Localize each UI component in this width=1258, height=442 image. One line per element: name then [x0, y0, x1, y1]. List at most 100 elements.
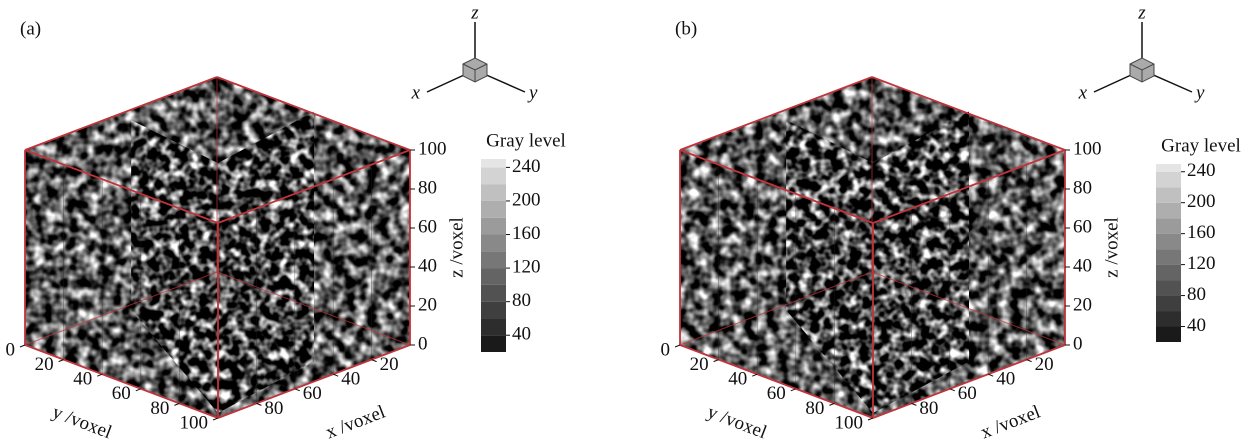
panel-label: (b) [675, 18, 697, 39]
colorbar-band [481, 335, 506, 352]
colorbar-band [1156, 164, 1181, 172]
cube-edge [679, 271, 873, 346]
colorbar-tick-label: 160 [512, 223, 541, 244]
cube-edge [24, 76, 218, 151]
colorbar-tick-label: 80 [512, 290, 531, 311]
colorbar-tick-label: 40 [1187, 315, 1206, 336]
triad-label: z [1137, 2, 1146, 23]
colorbar-band [481, 318, 506, 336]
y-tick-label: 60 [767, 383, 786, 404]
tick-mark [333, 373, 339, 377]
colorbar-tick-label: 120 [512, 256, 541, 277]
colorbar-band [481, 167, 506, 185]
z-tick-label: 20 [418, 294, 437, 315]
inner-block [786, 111, 969, 413]
cube-edge [679, 149, 874, 224]
colorbar-tick-label: 120 [1187, 253, 1216, 274]
colorbar-tick-label: 240 [512, 156, 541, 177]
tick-mark [674, 344, 681, 348]
z-tick-label: 100 [418, 138, 447, 159]
z-tick-label: 60 [418, 216, 437, 237]
tick-mark [949, 388, 955, 392]
cube-edge [217, 344, 411, 419]
z-tick-label: 100 [1073, 138, 1102, 159]
colorbar-band [1156, 249, 1181, 265]
cube-edge [24, 149, 219, 224]
y-tick-label: 60 [112, 383, 131, 404]
colorbar-band [1156, 218, 1181, 234]
axis-title: z /voxel [446, 217, 467, 278]
x-tick-label: 60 [303, 383, 322, 404]
triad-label: z [470, 2, 479, 23]
colorbar-band [1156, 264, 1181, 281]
axis-title: x /voxel [323, 402, 388, 442]
colorbar-band [481, 159, 506, 168]
z-tick-label: 20 [1073, 294, 1092, 315]
colorbar-band [481, 301, 506, 319]
colorbar-band [1156, 233, 1181, 250]
colorbar-title: Gray level [1161, 135, 1241, 156]
y-tick-label: 40 [73, 369, 92, 390]
cube-edge [872, 344, 1066, 419]
x-tick-label: 80 [264, 398, 283, 419]
tick-mark [988, 373, 994, 377]
colorbar-band [481, 251, 506, 269]
cube-edge [871, 76, 1066, 151]
colorbar-band [1156, 311, 1181, 327]
y-tick-label: 20 [35, 354, 54, 375]
colorbar-band [1156, 295, 1181, 312]
colorbar-band [481, 184, 506, 201]
colorbar-band [1156, 202, 1181, 219]
axis-title: y /voxel [49, 402, 114, 442]
x-tick-label: 40 [996, 369, 1015, 390]
x-tick-label: 20 [380, 354, 399, 375]
y-tick-label: 80 [805, 398, 824, 419]
colorbar-band [1156, 171, 1181, 188]
tick-mark [713, 359, 719, 363]
axis-title: z /voxel [1101, 217, 1122, 278]
colorbar-band [1156, 280, 1181, 296]
x-tick-label: 60 [958, 383, 977, 404]
colorbar-band [481, 234, 506, 252]
colorbar-tick-label: 80 [1187, 284, 1206, 305]
z-tick-label: 40 [1073, 255, 1092, 276]
z-tick-label: 80 [418, 177, 437, 198]
tick-mark [371, 359, 377, 363]
x-tick-label: 80 [919, 398, 938, 419]
cube-edge [217, 149, 411, 224]
panel-label: (a) [20, 18, 41, 39]
triad-label: x [411, 82, 421, 103]
z-tick-label: 40 [418, 255, 437, 276]
tick-mark [174, 402, 180, 406]
z-tick-label: 60 [1073, 216, 1092, 237]
triad-label: x [1078, 82, 1088, 103]
tick-mark [19, 344, 26, 348]
y-tick-label: 20 [690, 354, 709, 375]
tick-mark [752, 373, 758, 377]
tick-mark [294, 388, 300, 392]
colorbar-tick-label: 200 [512, 189, 541, 210]
colorbar-title: Gray level [486, 130, 566, 151]
x-tick-label: 40 [341, 369, 360, 390]
triad-label: y [527, 82, 538, 103]
x-tick-label: 20 [1035, 354, 1054, 375]
y-tick-label: 100 [180, 412, 209, 433]
y-tick-label: 0 [661, 339, 671, 360]
colorbar-band [1156, 326, 1181, 342]
colorbar-tick-label: 40 [512, 324, 531, 345]
colorbar-tick-label: 200 [1187, 191, 1216, 212]
inner-block [131, 111, 314, 413]
colorbar-band [481, 268, 506, 285]
tick-mark [135, 388, 141, 392]
axis-title: y /voxel [704, 402, 769, 442]
z-tick-label: 0 [418, 333, 428, 354]
tick-mark [911, 402, 917, 406]
cube-edge [679, 76, 873, 151]
tick-mark [1026, 359, 1032, 363]
cube-edge [24, 344, 219, 419]
y-tick-label: 0 [6, 339, 16, 360]
tick-mark [256, 402, 262, 406]
colorbar-band [481, 200, 506, 218]
colorbar-tick-label: 160 [1187, 222, 1216, 243]
